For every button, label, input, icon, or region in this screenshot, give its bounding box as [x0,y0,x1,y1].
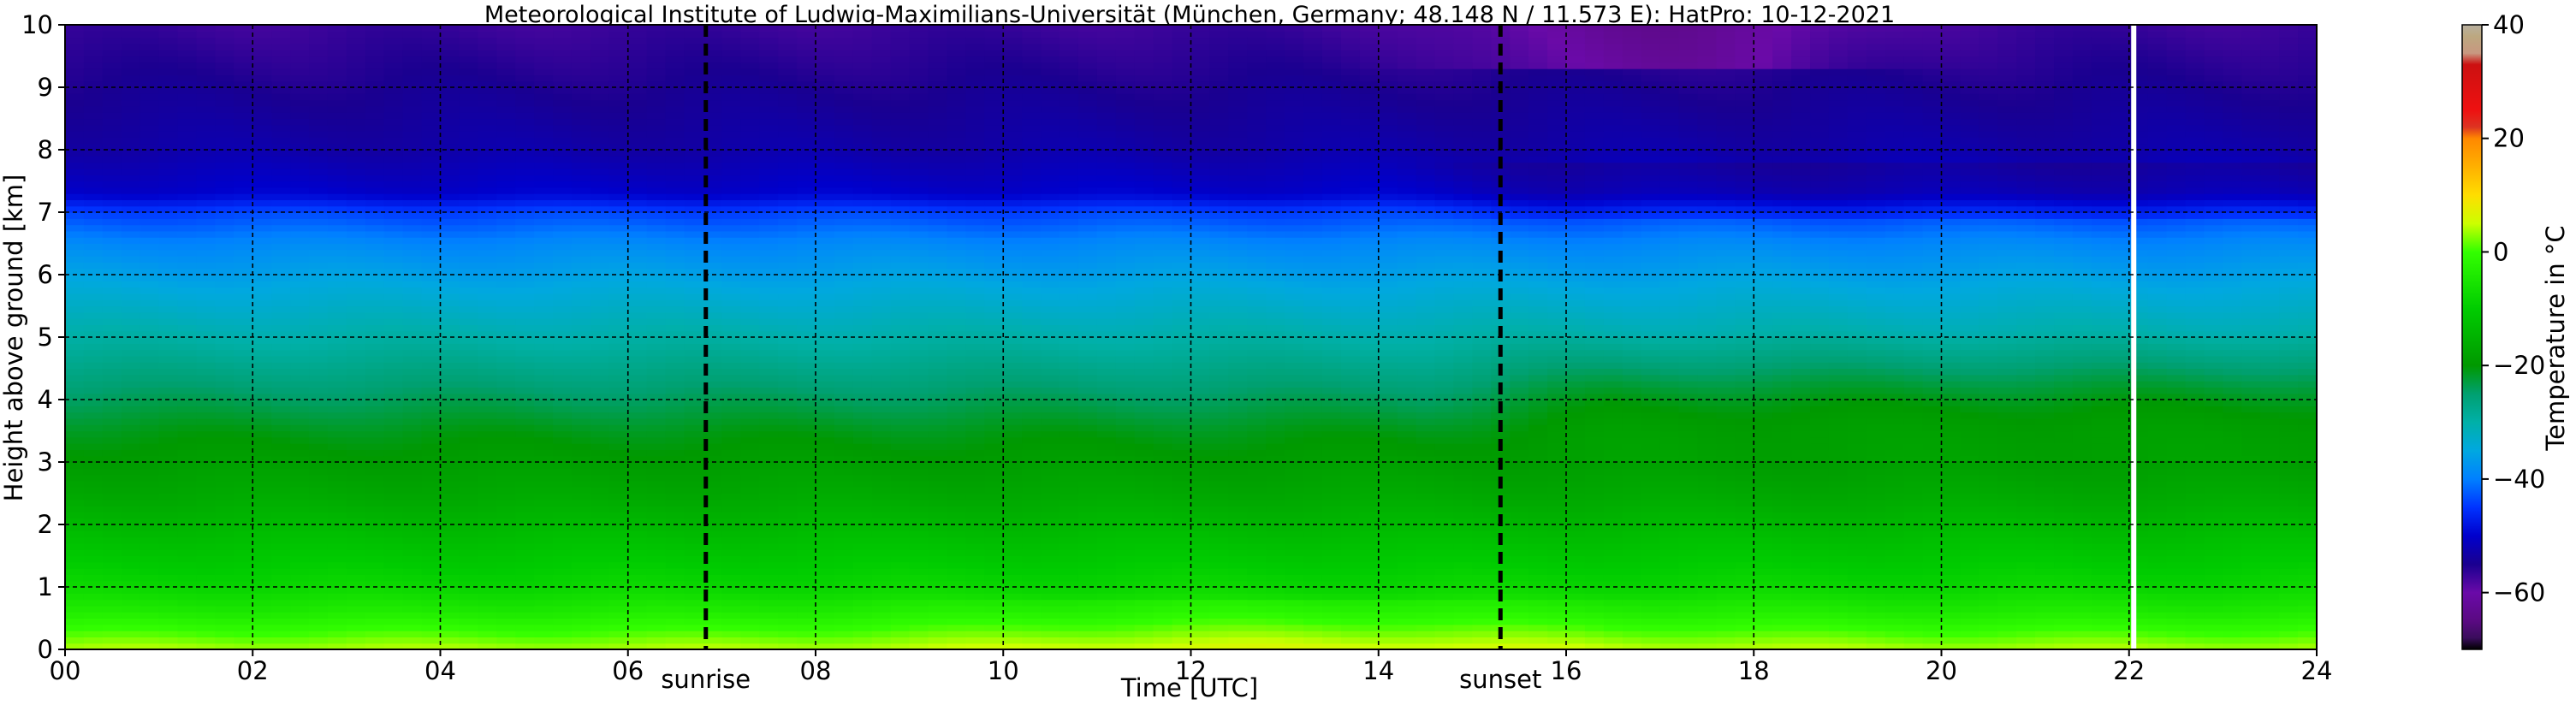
x-tick-label: 18 [1738,656,1770,685]
x-tick-label: 12 [1175,656,1207,685]
x-tick-label: 10 [988,656,1019,685]
colorbar-tick-label: −20 [2493,351,2545,380]
colorbar-tick-label: −40 [2493,465,2545,494]
colorbar-tick-label: −60 [2493,578,2545,607]
colorbar-gradient [2461,24,2483,650]
x-tick-label: 16 [1551,656,1582,685]
x-tick-label: 04 [424,656,456,685]
x-tick-label: 02 [237,656,269,685]
x-tick-label: 08 [800,656,832,685]
x-tick-label: 14 [1362,656,1394,685]
missing-data-gap [2131,25,2137,649]
y-axis-label: Height above ground [km] [0,175,28,502]
sunrise-label: sunrise [661,665,751,694]
sun-event-lines [703,25,1503,649]
y-tick-label: 0 [38,635,53,664]
colorbar-tick-label: 20 [2493,124,2525,153]
y-axis-ticks: 0 1 2 3 4 5 6 7 8 9 10 [21,10,65,664]
x-tick-label: 20 [1926,656,1957,685]
chart-title: Meteorological Institute of Ludwig-Maxim… [484,2,1895,28]
colorbar-tick-label: 0 [2493,237,2508,266]
y-tick-label: 2 [38,510,53,539]
y-tick-label: 4 [38,385,53,414]
y-tick-label: 6 [38,260,53,289]
heatmap-plot-area [65,25,2318,650]
y-tick-label: 10 [21,10,53,39]
y-tick-label: 3 [38,447,53,477]
y-tick-label: 5 [38,323,53,352]
x-tick-label: 22 [2113,656,2145,685]
colorbar: 40 20 0 −20 −40 −60 Temperature in °C [2461,10,2570,650]
sunset-label: sunset [1459,665,1541,694]
y-tick-label: 7 [38,198,53,227]
y-tick-label: 8 [38,135,53,164]
x-axis-ticks: 00 02 04 06 08 10 12 14 16 18 20 22 24 [50,649,2333,685]
sun-event-labels: sunrise sunset [661,665,1541,694]
colorbar-tick-label: 40 [2493,10,2525,39]
x-axis-label: Time [UTC] [1120,673,1258,702]
colorbar-label: Temperature in °C [2541,225,2570,451]
x-tick-label: 00 [50,656,81,685]
y-tick-label: 9 [38,73,53,102]
colorbar-ticks: 40 20 0 −20 −40 −60 [2482,10,2545,607]
x-tick-label: 24 [2301,656,2333,685]
y-tick-label: 1 [38,572,53,601]
x-tick-label: 06 [612,656,644,685]
